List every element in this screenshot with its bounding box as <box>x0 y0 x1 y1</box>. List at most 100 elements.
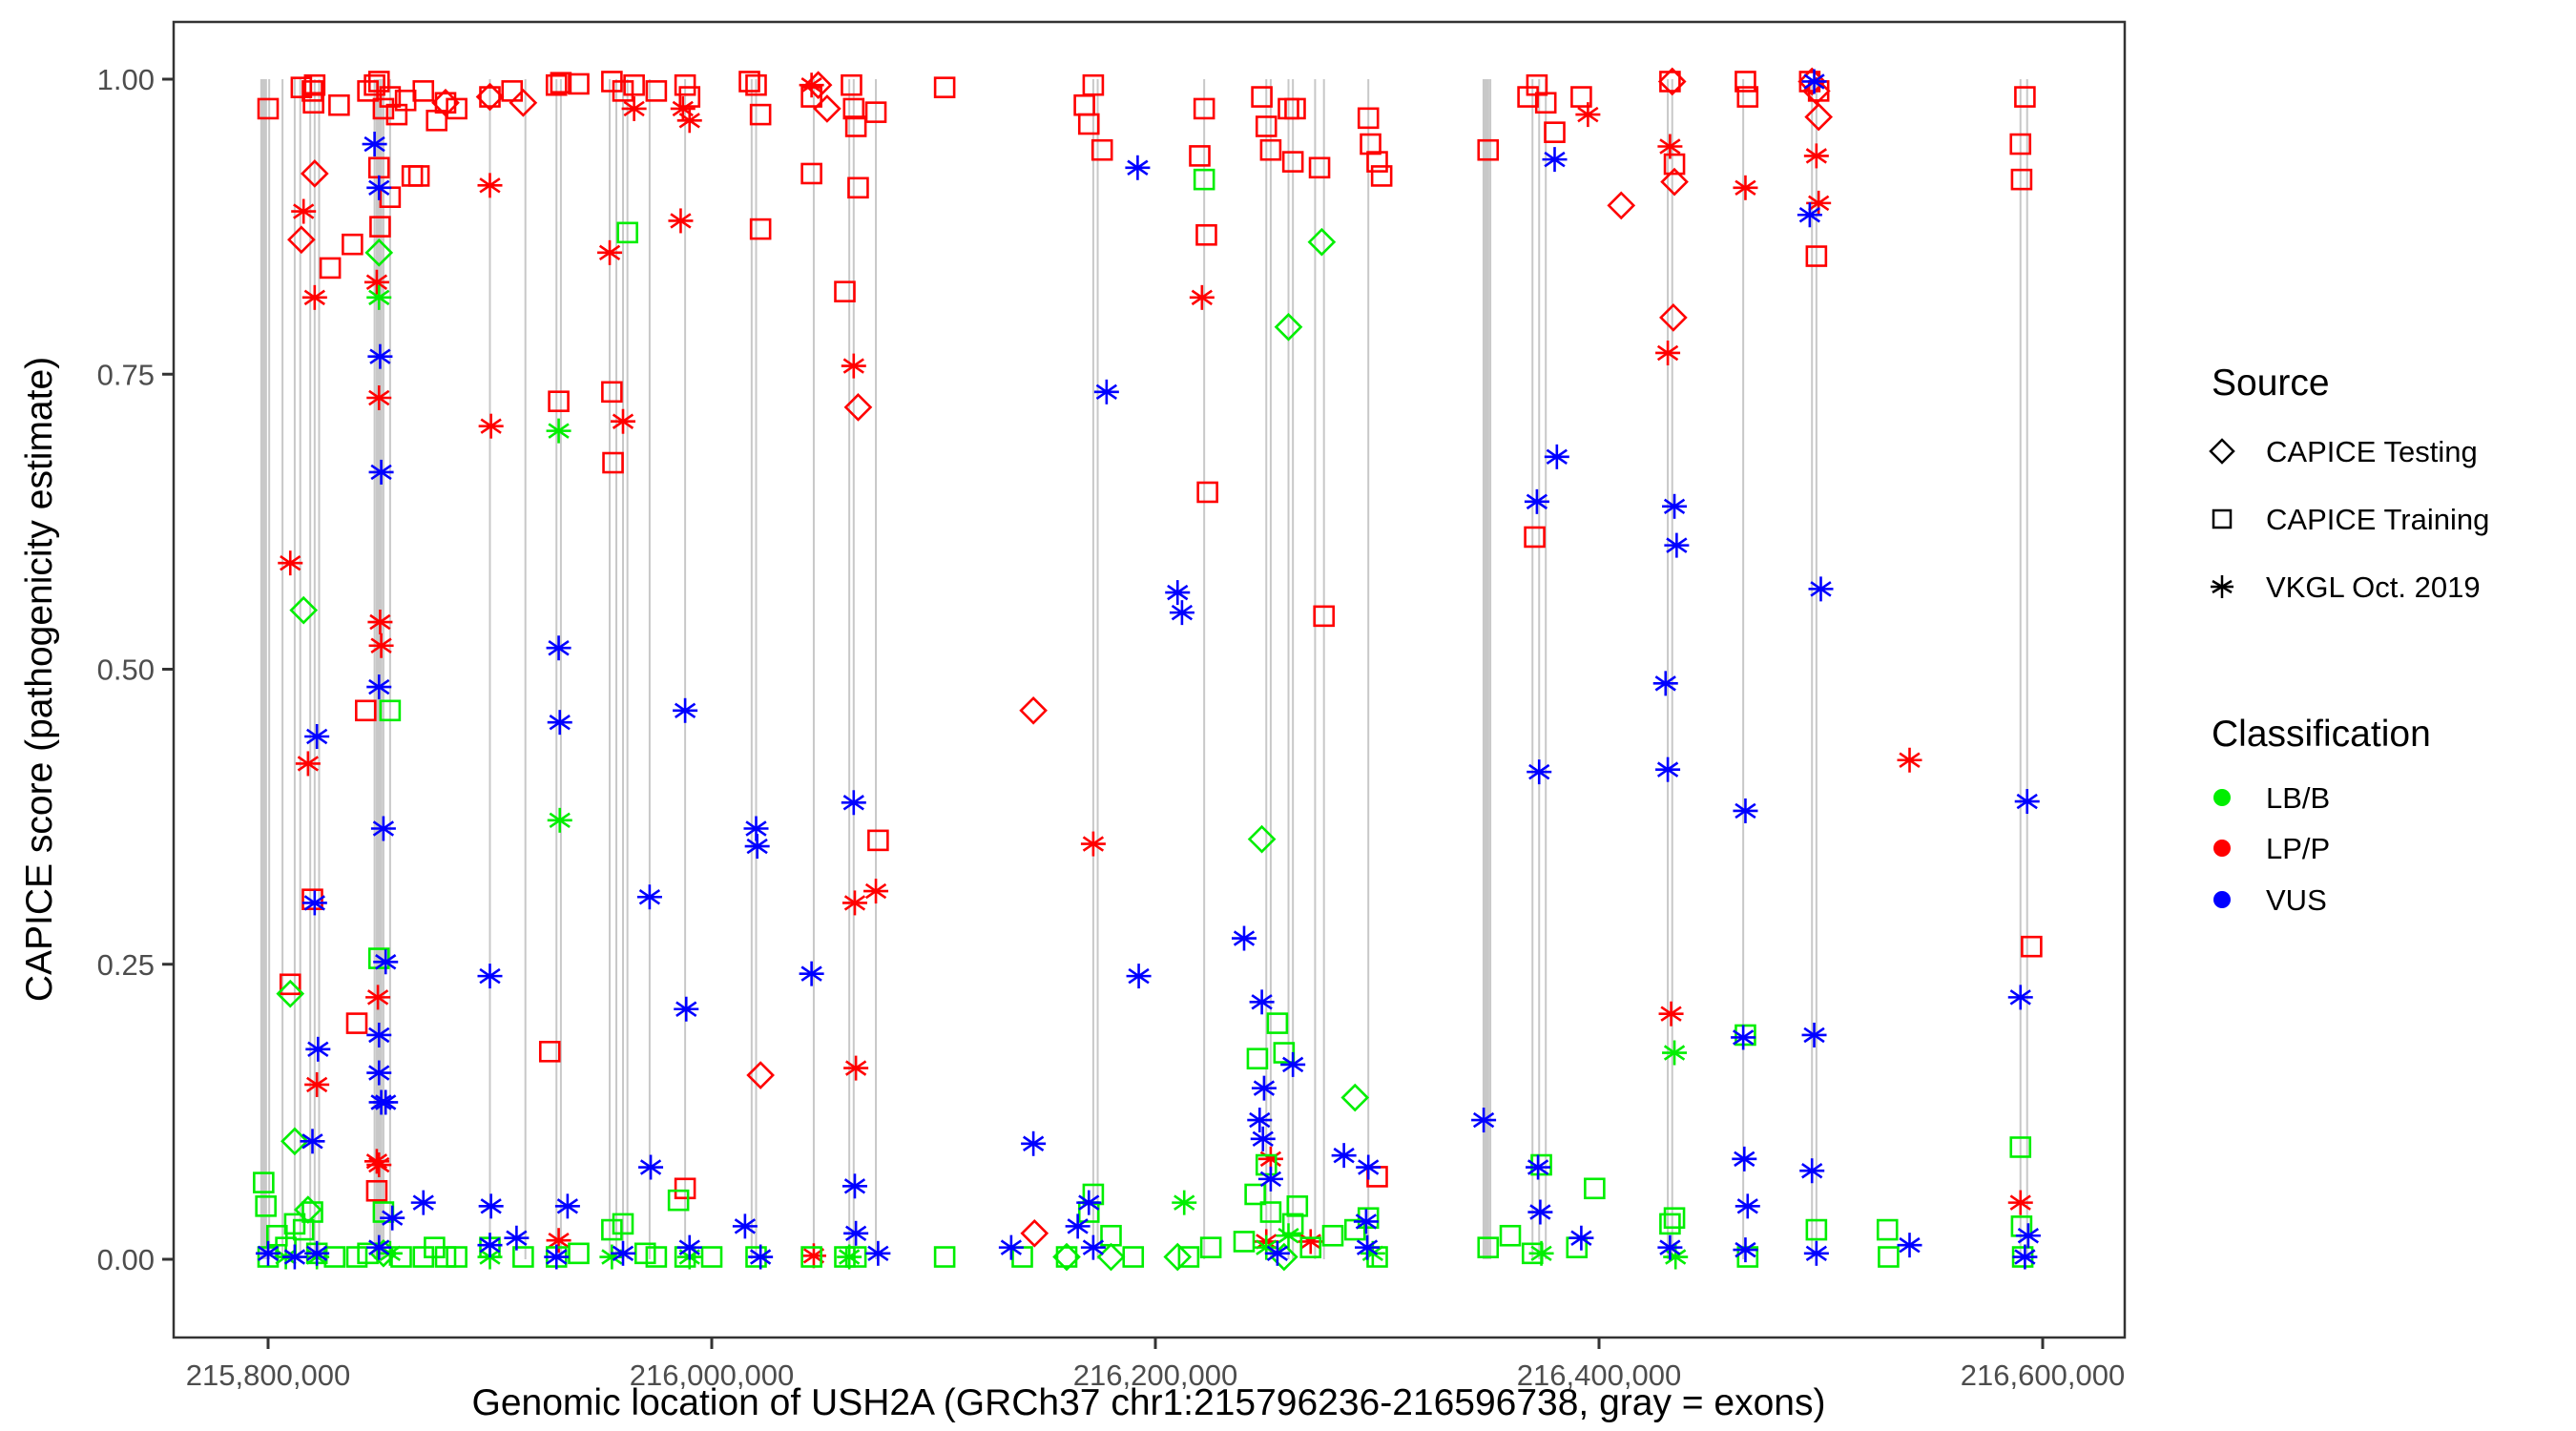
x-tick-label: 216,000,000 <box>630 1358 794 1392</box>
point-training <box>1357 107 1380 130</box>
point-testing <box>475 82 505 112</box>
legend-label: LB/B <box>2266 781 2330 815</box>
point-vkgl <box>1658 1001 1684 1027</box>
y-tick-label: 0.75 <box>97 358 155 391</box>
point-vkgl <box>478 413 504 439</box>
point-testing <box>746 1061 775 1089</box>
point-training <box>634 1242 656 1265</box>
point-vkgl <box>304 1240 330 1266</box>
point-training <box>434 1246 457 1268</box>
point-vkgl <box>1801 1022 1827 1047</box>
point-vkgl <box>597 239 623 265</box>
point-training <box>1499 1224 1522 1247</box>
point-training <box>1663 1207 1686 1230</box>
point-training <box>867 829 889 852</box>
point-vkgl <box>1276 1223 1301 1249</box>
point-training <box>568 1242 590 1265</box>
point-training <box>700 1246 723 1268</box>
point-vkgl <box>544 1244 570 1270</box>
point-training <box>1286 1195 1309 1217</box>
point-vkgl <box>368 459 394 485</box>
point-training <box>1878 1246 1900 1268</box>
point-training <box>2014 86 2036 108</box>
point-vkgl <box>366 1152 392 1178</box>
point-vkgl <box>278 550 303 576</box>
point-training <box>303 73 326 96</box>
point-training <box>749 103 772 126</box>
point-vkgl <box>1664 532 1690 558</box>
dot-icon <box>2213 840 2231 857</box>
panel-border <box>172 20 2127 1339</box>
point-vkgl <box>1803 1240 1829 1266</box>
point-training <box>253 1172 275 1193</box>
point-training <box>601 1218 623 1241</box>
point-training <box>1663 153 1686 176</box>
point-training <box>512 1246 534 1268</box>
point-vkgl <box>1568 1225 1594 1251</box>
point-training <box>1366 151 1388 173</box>
point-vkgl <box>377 1240 403 1266</box>
point-vkgl <box>1652 671 1678 696</box>
legend-entry-lbb: LB/B <box>2213 781 2330 815</box>
point-vkgl <box>621 95 647 121</box>
point-vkgl <box>373 1089 399 1115</box>
point-vkgl <box>2007 985 2033 1010</box>
data-points <box>253 67 2043 1272</box>
point-training <box>645 1246 668 1268</box>
point-vkgl <box>410 1190 436 1215</box>
point-training <box>568 73 590 95</box>
point-vkgl <box>1254 1234 1279 1260</box>
point-training <box>1233 1231 1256 1253</box>
asterisk-icon <box>2211 575 2233 598</box>
point-training <box>1251 86 1273 108</box>
point-training <box>365 1179 388 1202</box>
point-vkgl <box>366 1060 392 1086</box>
point-vkgl <box>504 1225 530 1251</box>
x-tick-label: 216,200,000 <box>1073 1358 1237 1392</box>
point-vkgl <box>1125 155 1151 180</box>
point-vkgl <box>368 633 394 658</box>
exon-lines <box>260 79 2028 1259</box>
point-training <box>1876 1218 1899 1241</box>
point-training <box>1199 1236 1222 1258</box>
point-vkgl <box>366 674 392 700</box>
y-axis-title: CAPICE score (pathogenicity estimate) <box>19 357 60 1002</box>
point-training <box>674 73 696 96</box>
x-axis: 215,800,000 216,000,000 216,200,000 216,400… <box>186 1338 2125 1392</box>
point-vkgl <box>1528 1240 1554 1266</box>
point-vkgl <box>674 996 699 1022</box>
point-vkgl <box>1797 202 1822 228</box>
point-training <box>550 72 572 94</box>
point-vkgl <box>1080 1234 1106 1260</box>
point-vkgl <box>546 635 571 661</box>
point-vkgl <box>364 269 389 295</box>
point-testing <box>300 159 329 188</box>
point-vkgl <box>1250 1126 1276 1151</box>
point-vkgl <box>1232 925 1257 951</box>
point-training <box>844 115 867 137</box>
point-testing <box>813 94 841 123</box>
point-training <box>864 101 887 123</box>
x-axis-title: Genomic location of USH2A (GRCh37 chr1:2… <box>472 1382 1826 1423</box>
point-vkgl <box>1251 1075 1277 1101</box>
point-vkgl <box>301 890 327 916</box>
point-vkgl <box>295 751 321 777</box>
point-training <box>1735 1024 1756 1047</box>
point-vkgl <box>837 1244 862 1270</box>
dot-icon <box>2213 789 2231 806</box>
legend-label: VKGL Oct. 2019 <box>2266 570 2481 604</box>
point-vkgl <box>2012 1244 2038 1270</box>
point-training <box>1524 526 1546 549</box>
point-training <box>1313 605 1335 628</box>
point-vkgl <box>367 610 393 635</box>
point-vkgl <box>998 1234 1024 1260</box>
point-vkgl <box>362 132 387 157</box>
point-vkgl <box>305 1036 331 1062</box>
point-training <box>612 1213 634 1235</box>
point-training <box>1266 1012 1289 1034</box>
point-vkgl <box>1575 102 1601 128</box>
legend-entry-capice-training: CAPICE Training <box>2212 503 2489 536</box>
point-training <box>1177 1246 1200 1268</box>
point-vkgl <box>291 198 317 224</box>
point-vkgl <box>1280 1051 1306 1077</box>
